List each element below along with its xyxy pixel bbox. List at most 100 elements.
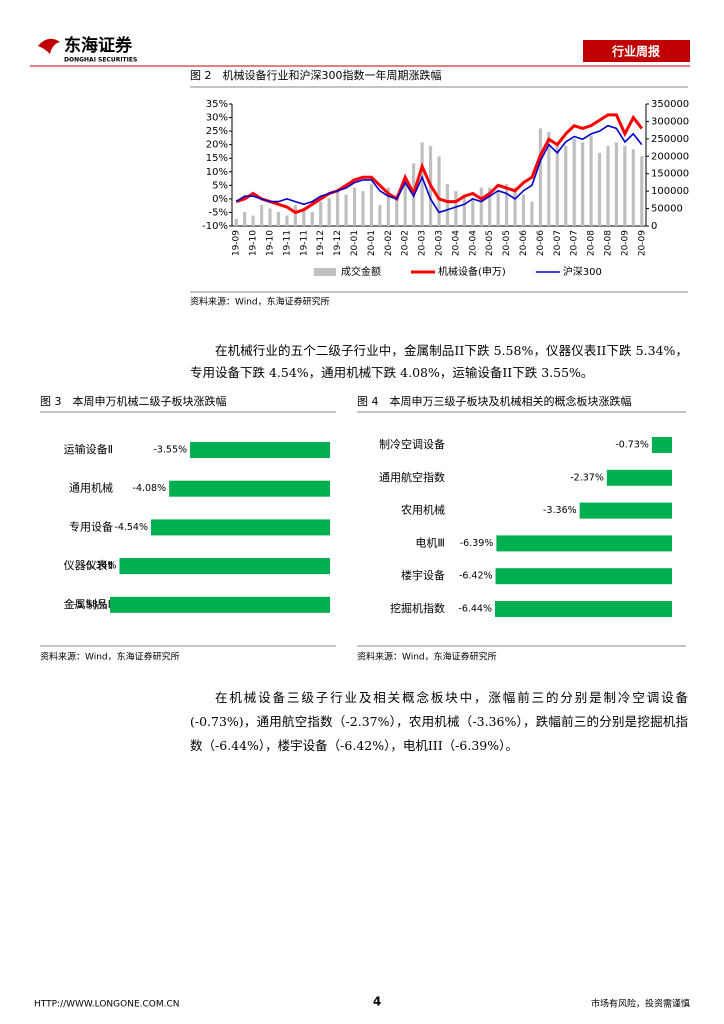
bar [190,442,330,458]
figure-caption: 图 4 本周申万三级子板块及机械相关的概念板块涨跌幅 [357,394,632,408]
y2-tick-label: 200000 [651,151,689,162]
value-label: -5.58% [73,599,107,610]
x-tick-label: 20-01 [367,230,377,256]
legend-label: 成交金额 [341,265,381,278]
y2-tick-label: 150000 [651,169,689,180]
bar [110,596,330,613]
logo-en: DONGHAI SECURITIES [64,57,137,64]
volume-bar [640,156,644,226]
volume-bar [614,142,619,226]
volume-bar [530,201,534,226]
y-tick-label: -10% [202,221,228,232]
figure-source: 资料来源：Wind，东海证券研究所 [357,651,497,663]
volume-bar [437,156,441,226]
y-tick-label: 5% [212,180,228,191]
volume-bar [445,184,450,226]
volume-bar [597,152,602,226]
volume-bar [538,128,542,226]
volume-bar [572,138,576,226]
x-tick-label: 20-03 [418,230,428,256]
figure-source: 资料来源：Wind，东海证券研究所 [190,296,330,308]
y-tick-label: -5% [209,207,228,218]
x-tick-label: 19-10 [249,230,259,256]
volume-bar [606,145,610,226]
volume-bar [462,194,466,226]
x-tick-label: 20-01 [350,230,360,256]
tag-text: 行业周报 [611,44,660,59]
y2-tick-label: 50000 [651,204,683,215]
y2-tick-label: 100000 [651,186,689,197]
bar [119,558,330,575]
bar [606,469,672,486]
legend-label: 机械设备(申万) [438,265,506,278]
volume-bar [386,187,390,226]
value-label: -3.55% [153,445,187,456]
paragraph: 在机械设备三级子行业及相关概念板块中，涨幅前三的分别是制冷空调设备(-0.73%… [190,690,688,753]
value-label: -6.44% [458,604,492,615]
y-tick-label: 30% [206,113,228,124]
x-tick-label: 20-08 [587,230,597,256]
y-tick-label: 25% [206,126,228,137]
x-tick-label: 20-06 [536,230,546,256]
volume-bar [234,219,238,226]
volume-bar [302,208,306,226]
series-line [235,124,643,214]
x-tick-label: 20-07 [570,230,580,256]
category-label: 电机Ⅲ [415,535,445,549]
category-label: 运输设备Ⅱ [64,442,113,456]
volume-bar [631,149,635,226]
x-tick-label: 20-02 [384,230,394,256]
x-tick-label: 19-12 [316,230,326,256]
value-label: -4.54% [114,522,148,533]
bar [169,480,330,497]
y2-tick-label: 250000 [651,134,689,145]
volume-bar [319,201,323,226]
footer-url: HTTP://WWW.LONGONE.COM.CN [34,1000,180,1010]
y-tick-label: 15% [206,153,228,164]
x-tick-label: 20-03 [435,230,445,256]
volume-bar [547,131,551,226]
volume-bar [276,212,281,226]
x-tick-label: 20-09 [637,230,647,256]
volume-bar [454,191,458,226]
category-label: 楼宇设备 [401,568,445,582]
volume-bar [581,142,585,226]
series-line [235,113,643,215]
x-tick-label: 19-09 [232,230,242,256]
figure-source: 资料来源：Wind，东海证券研究所 [40,651,180,663]
bar [495,601,672,617]
category-label: 金属制品Ⅱ [64,597,113,611]
volume-bar [285,215,289,226]
x-tick-label: 19-11 [282,230,292,256]
volume-bar [589,135,593,226]
volume-bar [344,194,348,226]
value-label: -5.34% [83,561,117,572]
volume-bar [251,215,255,226]
x-tick-label: 20-04 [468,230,478,256]
volume-bar [336,191,340,226]
y-tick-label: 35% [206,99,228,110]
x-tick-label: 20-08 [603,230,613,256]
volume-bar [369,184,374,226]
x-tick-label: 20-07 [553,230,563,256]
x-tick-label: 19-10 [266,230,276,256]
x-tick-label: 20-04 [451,230,461,256]
category-label: 专用设备 [69,519,113,533]
legend-label: 沪深300 [563,265,602,278]
category-label: 仪器仪表Ⅱ [64,558,113,572]
volume-bar [479,187,483,226]
volume-bar [327,198,331,226]
y2-tick-label: 300000 [651,116,689,127]
x-tick-label: 19-12 [333,230,343,256]
logo-mark [38,38,60,54]
volume-bar [564,145,568,226]
category-label: 农用机械 [401,503,445,517]
y2-tick-label: 350000 [651,99,689,110]
value-label: -3.36% [543,505,577,516]
volume-bar [361,191,365,226]
volume-bar [420,142,424,226]
volume-bar [471,198,475,226]
y-tick-label: 0% [212,194,228,205]
value-label: -2.37% [570,472,604,483]
